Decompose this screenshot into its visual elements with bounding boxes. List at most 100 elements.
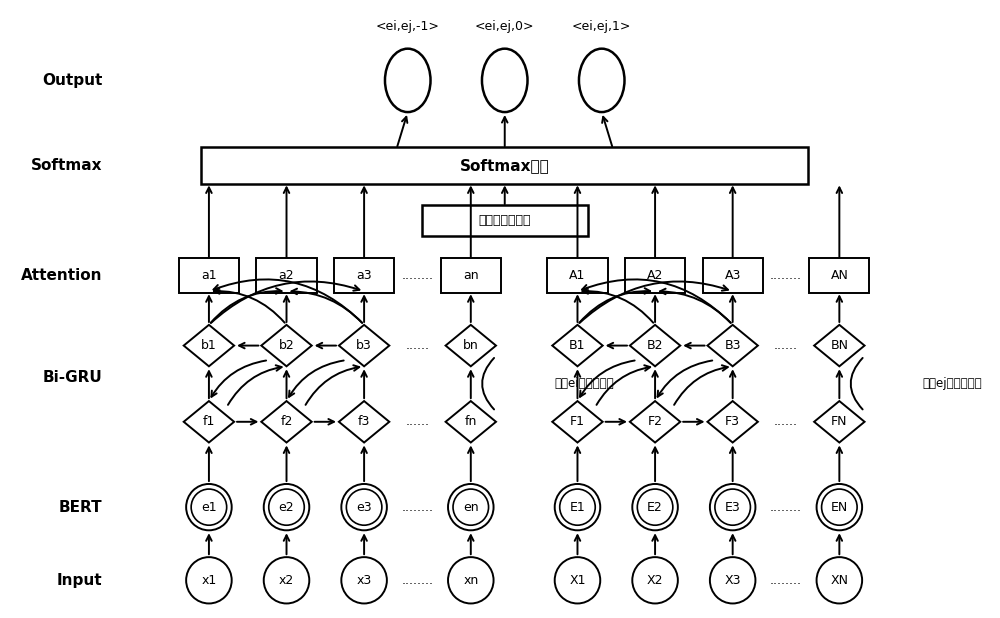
Text: 事件ej所在事件句: 事件ej所在事件句 — [923, 377, 982, 390]
Text: b1: b1 — [201, 339, 217, 352]
Text: B1: B1 — [569, 339, 586, 352]
Polygon shape — [707, 401, 758, 442]
Text: e3: e3 — [356, 501, 372, 514]
Ellipse shape — [186, 484, 232, 530]
Text: <ei,ej,0>: <ei,ej,0> — [475, 20, 534, 33]
Text: <ei,ej,-1>: <ei,ej,-1> — [376, 20, 440, 33]
FancyBboxPatch shape — [625, 258, 685, 292]
Ellipse shape — [560, 489, 595, 525]
Text: a2: a2 — [279, 269, 294, 282]
FancyBboxPatch shape — [256, 258, 317, 292]
Text: ........: ........ — [401, 501, 433, 514]
Text: AN: AN — [830, 269, 848, 282]
Polygon shape — [630, 401, 680, 442]
Text: bn: bn — [463, 339, 479, 352]
Ellipse shape — [555, 484, 600, 530]
Text: x2: x2 — [279, 574, 294, 587]
FancyBboxPatch shape — [547, 258, 608, 292]
FancyBboxPatch shape — [334, 258, 394, 292]
Ellipse shape — [385, 49, 431, 112]
Ellipse shape — [710, 557, 755, 603]
Polygon shape — [339, 401, 389, 442]
Text: 事件ei所在事件句: 事件ei所在事件句 — [554, 377, 614, 390]
Ellipse shape — [822, 489, 857, 525]
Ellipse shape — [817, 484, 862, 530]
Text: b2: b2 — [279, 339, 294, 352]
Ellipse shape — [191, 489, 227, 525]
Text: BN: BN — [830, 339, 848, 352]
FancyBboxPatch shape — [422, 205, 588, 236]
Text: ........: ........ — [401, 574, 433, 587]
Ellipse shape — [264, 557, 309, 603]
Ellipse shape — [637, 489, 673, 525]
Text: e1: e1 — [201, 501, 217, 514]
Text: XN: XN — [830, 574, 848, 587]
Text: a1: a1 — [201, 269, 217, 282]
Text: A2: A2 — [647, 269, 663, 282]
Polygon shape — [261, 401, 312, 442]
Text: X1: X1 — [569, 574, 586, 587]
Text: B2: B2 — [647, 339, 663, 352]
Ellipse shape — [555, 557, 600, 603]
Polygon shape — [630, 325, 680, 366]
Ellipse shape — [448, 557, 494, 603]
Text: <ei,ej,1>: <ei,ej,1> — [572, 20, 631, 33]
Text: F1: F1 — [570, 415, 585, 428]
Polygon shape — [707, 325, 758, 366]
Text: E3: E3 — [725, 501, 741, 514]
Text: Input: Input — [57, 573, 102, 588]
Text: f2: f2 — [280, 415, 293, 428]
Text: ......: ...... — [405, 415, 429, 428]
Text: x1: x1 — [201, 574, 217, 587]
Text: X2: X2 — [647, 574, 663, 587]
Ellipse shape — [579, 49, 625, 112]
Ellipse shape — [482, 49, 528, 112]
Text: e2: e2 — [279, 501, 294, 514]
Text: Softmax: Softmax — [31, 158, 102, 173]
Text: ......: ...... — [774, 339, 798, 352]
Text: ......: ...... — [405, 339, 429, 352]
Text: A1: A1 — [569, 269, 586, 282]
Ellipse shape — [346, 489, 382, 525]
Text: Bi-GRU: Bi-GRU — [42, 370, 102, 385]
Text: E1: E1 — [570, 501, 585, 514]
Ellipse shape — [817, 557, 862, 603]
Ellipse shape — [448, 484, 494, 530]
Text: B3: B3 — [724, 339, 741, 352]
Polygon shape — [814, 401, 865, 442]
Polygon shape — [339, 325, 389, 366]
Text: en: en — [463, 501, 479, 514]
Polygon shape — [184, 325, 234, 366]
Text: f3: f3 — [358, 415, 370, 428]
Polygon shape — [446, 325, 496, 366]
Ellipse shape — [453, 489, 489, 525]
Ellipse shape — [632, 484, 678, 530]
Text: fn: fn — [465, 415, 477, 428]
Polygon shape — [184, 401, 234, 442]
Text: EN: EN — [831, 501, 848, 514]
Text: X3: X3 — [724, 574, 741, 587]
Text: ........: ........ — [770, 269, 802, 282]
Text: F3: F3 — [725, 415, 740, 428]
Ellipse shape — [341, 557, 387, 603]
FancyBboxPatch shape — [809, 258, 869, 292]
Text: an: an — [463, 269, 479, 282]
Ellipse shape — [264, 484, 309, 530]
Text: Output: Output — [42, 73, 102, 88]
Ellipse shape — [186, 557, 232, 603]
Text: FN: FN — [831, 415, 848, 428]
Text: a3: a3 — [356, 269, 372, 282]
Text: ........: ........ — [401, 269, 433, 282]
Text: BERT: BERT — [59, 499, 102, 515]
Text: b3: b3 — [356, 339, 372, 352]
FancyBboxPatch shape — [703, 258, 763, 292]
Polygon shape — [814, 325, 865, 366]
FancyBboxPatch shape — [201, 147, 808, 184]
Polygon shape — [261, 325, 312, 366]
Polygon shape — [552, 325, 603, 366]
Text: E2: E2 — [647, 501, 663, 514]
FancyBboxPatch shape — [179, 258, 239, 292]
Text: xn: xn — [463, 574, 478, 587]
FancyBboxPatch shape — [441, 258, 501, 292]
Text: F2: F2 — [648, 415, 663, 428]
